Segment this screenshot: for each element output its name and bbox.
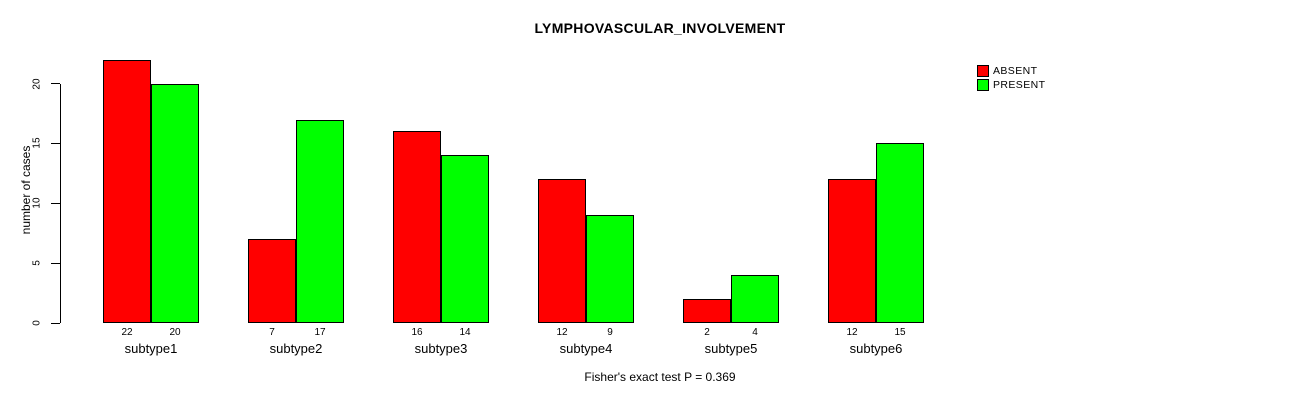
y-tick bbox=[51, 142, 60, 144]
bar-present-subtype1 bbox=[151, 84, 199, 323]
x-label-subtype2: subtype2 bbox=[269, 341, 323, 356]
y-tick-label: 10 bbox=[31, 197, 43, 209]
bar-absent-subtype3 bbox=[393, 131, 441, 323]
y-tick-label: 0 bbox=[31, 320, 43, 326]
y-tick bbox=[51, 322, 60, 324]
y-tick-label: 20 bbox=[31, 78, 43, 90]
bar-value-present-subtype6: 15 bbox=[894, 327, 906, 338]
bar-absent-subtype5 bbox=[683, 299, 731, 323]
legend-swatch-present bbox=[977, 79, 989, 91]
bar-value-absent-subtype2: 7 bbox=[269, 327, 275, 338]
bar-value-absent-subtype1: 22 bbox=[121, 327, 133, 338]
bar-value-absent-subtype3: 16 bbox=[411, 327, 423, 338]
bar-absent-subtype1 bbox=[103, 60, 151, 323]
x-label-subtype3: subtype3 bbox=[414, 341, 468, 356]
bar-value-present-subtype1: 20 bbox=[169, 327, 181, 338]
bar-value-absent-subtype5: 2 bbox=[704, 327, 710, 338]
x-label-subtype6: subtype6 bbox=[849, 341, 903, 356]
legend-swatch-absent bbox=[977, 65, 989, 77]
legend-item-present: PRESENT bbox=[977, 78, 1045, 92]
bar-value-present-subtype4: 9 bbox=[607, 327, 613, 338]
bar-value-present-subtype3: 14 bbox=[459, 327, 471, 338]
bar-absent-subtype2 bbox=[248, 239, 296, 323]
y-axis-label: number of cases bbox=[19, 145, 33, 235]
bar-value-absent-subtype6: 12 bbox=[846, 327, 858, 338]
bar-value-present-subtype2: 17 bbox=[314, 327, 326, 338]
bar-absent-subtype4 bbox=[538, 179, 586, 323]
bar-present-subtype6 bbox=[876, 143, 924, 323]
bar-present-subtype4 bbox=[586, 215, 634, 323]
bar-value-absent-subtype4: 12 bbox=[556, 327, 568, 338]
y-tick bbox=[51, 202, 60, 204]
bar-value-present-subtype5: 4 bbox=[752, 327, 758, 338]
x-label-subtype4: subtype4 bbox=[559, 341, 613, 356]
y-tick-label: 15 bbox=[31, 137, 43, 149]
bar-absent-subtype6 bbox=[828, 179, 876, 323]
chart-title: LYMPHOVASCULAR_INVOLVEMENT bbox=[534, 20, 786, 36]
annotation-fisher-test: Fisher's exact test P = 0.369 bbox=[584, 370, 736, 384]
bar-present-subtype5 bbox=[731, 275, 779, 323]
legend-label-present: PRESENT bbox=[993, 79, 1046, 91]
legend-label-absent: ABSENT bbox=[993, 65, 1038, 77]
y-tick bbox=[51, 83, 60, 85]
bar-present-subtype3 bbox=[441, 155, 489, 323]
bar-present-subtype2 bbox=[296, 120, 344, 323]
x-label-subtype5: subtype5 bbox=[704, 341, 758, 356]
y-axis-line bbox=[60, 83, 61, 323]
y-tick-label: 5 bbox=[31, 260, 43, 266]
x-label-subtype1: subtype1 bbox=[124, 341, 178, 356]
legend-item-absent: ABSENT bbox=[977, 64, 1045, 78]
legend: ABSENT PRESENT bbox=[977, 64, 1045, 92]
y-tick bbox=[51, 262, 60, 264]
